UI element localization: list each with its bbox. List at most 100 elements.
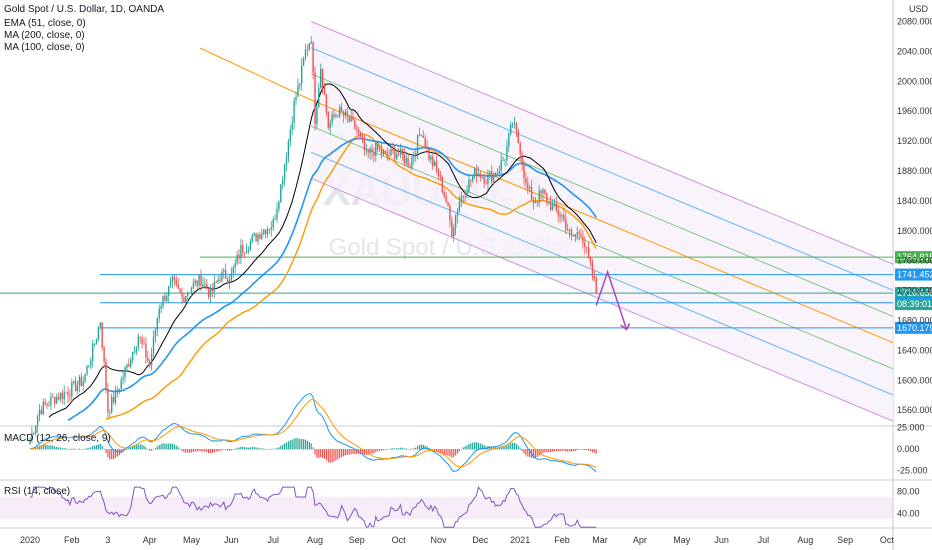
candle-body — [118, 389, 120, 391]
macd-bar — [240, 446, 242, 450]
time-tick-label: Aug — [797, 535, 813, 545]
macd-bar — [194, 449, 196, 452]
candle-body — [156, 318, 158, 331]
macd-bar — [384, 449, 386, 450]
candle-body — [358, 129, 360, 133]
candle-body — [477, 173, 480, 177]
macd-bar — [333, 449, 335, 462]
candle-body — [99, 322, 101, 328]
price-tick-label: 1960.000 — [897, 106, 932, 116]
macd-bar — [185, 449, 187, 453]
candle-body — [187, 293, 189, 296]
macd-bar — [377, 449, 379, 452]
candle-body — [249, 241, 252, 250]
candle-body — [405, 157, 407, 164]
candle-body — [491, 171, 493, 182]
time-tick-label: Oct — [392, 535, 407, 545]
macd-bar — [538, 449, 540, 456]
macd-bar — [40, 445, 42, 450]
candle-body — [359, 132, 362, 137]
candle-body — [525, 178, 527, 183]
candle-body — [348, 116, 350, 122]
candle-body — [52, 396, 54, 398]
macd-bar — [508, 444, 510, 450]
candle-body — [532, 200, 535, 203]
macd-bar — [63, 448, 65, 450]
candle-body — [403, 154, 405, 164]
candle-body — [29, 440, 31, 444]
candle-body — [59, 392, 62, 400]
candle-body — [215, 281, 217, 283]
macd-bar — [284, 443, 286, 450]
candle-body — [502, 159, 504, 161]
macd-bar — [342, 449, 345, 457]
candle-body — [80, 376, 82, 386]
candle-body — [591, 262, 594, 277]
macd-bar — [88, 447, 90, 450]
macd-bar — [432, 449, 434, 451]
macd-bar — [403, 448, 405, 450]
candle-body — [69, 395, 71, 397]
candle-body — [312, 42, 314, 73]
candle-body — [48, 404, 50, 406]
candle-body — [557, 209, 559, 216]
macd-bar — [285, 442, 288, 450]
macd-bar — [451, 449, 453, 458]
macd-bar — [542, 449, 544, 454]
macd-bar — [192, 449, 194, 452]
time-tick-label: 2021 — [510, 535, 530, 545]
macd-bar — [314, 449, 316, 455]
macd-bar — [158, 444, 160, 450]
candle-body — [160, 305, 162, 309]
candle-body — [158, 308, 160, 319]
macd-bar — [498, 447, 500, 450]
time-tick-label: Sep — [349, 535, 365, 545]
macd-bar — [504, 446, 506, 450]
macd-bar — [405, 448, 407, 450]
chart-title: Gold Spot / U.S. Dollar, 1D, OANDA — [4, 4, 165, 15]
candle-body — [380, 149, 383, 155]
macd-bar — [282, 444, 284, 450]
macd-bar — [84, 448, 86, 450]
candle-body — [112, 396, 115, 403]
candle-body — [409, 166, 411, 168]
candle-body — [375, 142, 377, 156]
candle-body — [128, 364, 130, 367]
channel-upper-inner-line — [311, 73, 894, 317]
candle-body — [428, 147, 430, 160]
macd-bar — [415, 447, 417, 450]
macd-bar — [105, 449, 107, 454]
candle-body — [515, 122, 518, 132]
candle-body — [401, 148, 404, 155]
candle-body — [464, 195, 466, 197]
ema-line — [67, 137, 597, 421]
candle-body — [447, 202, 449, 206]
candle-body — [35, 425, 37, 434]
macd-bar — [141, 444, 143, 450]
macd-bar — [217, 449, 219, 452]
macd-bar — [69, 449, 71, 450]
candle-body — [82, 381, 84, 386]
candle-body — [473, 168, 476, 177]
macd-bar — [574, 449, 576, 452]
macd-bar — [65, 448, 67, 450]
candle-body — [523, 164, 525, 179]
candle-body — [253, 233, 255, 236]
macd-bar — [149, 449, 151, 451]
candle-body — [196, 280, 198, 286]
candle-body — [320, 68, 322, 89]
candle-body — [411, 157, 413, 168]
candle-body — [280, 184, 282, 203]
macd-bar — [308, 441, 310, 450]
macd-bar — [341, 449, 343, 457]
candle-body — [287, 141, 290, 158]
candle-body — [236, 254, 238, 264]
price-tick-label: 1680.000 — [897, 316, 932, 326]
macd-bar — [335, 449, 337, 461]
candle-body — [42, 401, 44, 415]
candle-body — [567, 229, 569, 231]
price-tick-label: 1840.000 — [897, 196, 932, 206]
rsi-band — [0, 497, 893, 519]
time-tick-label: Sep — [837, 535, 853, 545]
